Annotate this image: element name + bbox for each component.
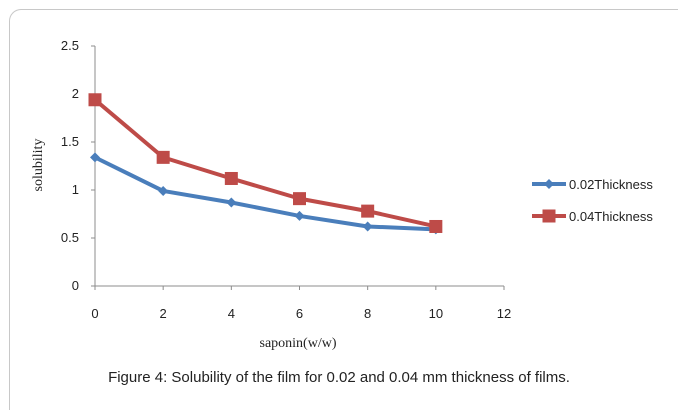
x-tick-label: 6 (296, 306, 303, 321)
data-point (90, 152, 100, 163)
figure-frame (9, 9, 678, 410)
legend-marker (544, 179, 554, 189)
legend-item: 0.02Thickness (532, 177, 653, 192)
y-tick-label: 1.5 (61, 134, 79, 149)
axes (94, 46, 504, 287)
x-tick-label: 4 (228, 306, 235, 321)
data-point (88, 93, 102, 107)
y-tick-labels: 0 0.5 1 1.5 2 2.5 (61, 38, 95, 293)
y-axis-label: solubility (31, 139, 46, 192)
x-tick-label: 0 (91, 306, 98, 321)
data-point (224, 171, 238, 185)
series-layer (88, 93, 443, 235)
y-tick-label: 2 (72, 86, 79, 101)
data-point (361, 204, 375, 218)
legend-label: 0.04Thickness (569, 209, 653, 224)
series-line (93, 98, 437, 229)
data-point (294, 210, 305, 221)
legend-item: 0.04Thickness (532, 209, 653, 224)
data-point (362, 221, 373, 232)
legend: 0.02Thickness 0.04Thickness (532, 177, 653, 224)
data-point (226, 197, 237, 208)
y-tick-label: 2.5 (61, 38, 79, 53)
data-point (156, 150, 170, 164)
data-point (429, 219, 443, 233)
legend-label: 0.02Thickness (569, 177, 653, 192)
y-tick-label: 0 (72, 278, 79, 293)
x-tick-label: 2 (160, 306, 167, 321)
series-2 (88, 93, 443, 233)
data-point (293, 192, 306, 206)
figure-caption: Figure 4: Solubility of the film for 0.0… (108, 369, 570, 386)
x-tick-label: 10 (429, 306, 443, 321)
series-line (94, 155, 436, 232)
data-point (158, 185, 169, 196)
y-tick-label: 0.5 (61, 230, 79, 245)
series-1 (90, 152, 441, 235)
line-chart: 0 0.5 1 1.5 2 2.5 0 2 4 6 8 10 12 solubility saponi… (31, 38, 653, 351)
x-axis-label: saponin(w/w) (260, 336, 337, 351)
y-tick-label: 1 (72, 182, 79, 197)
x-tick-labels: 0 2 4 6 8 10 12 (91, 286, 511, 321)
legend-marker (542, 209, 556, 223)
x-tick-label: 8 (364, 306, 371, 321)
x-tick-label: 12 (497, 306, 511, 321)
